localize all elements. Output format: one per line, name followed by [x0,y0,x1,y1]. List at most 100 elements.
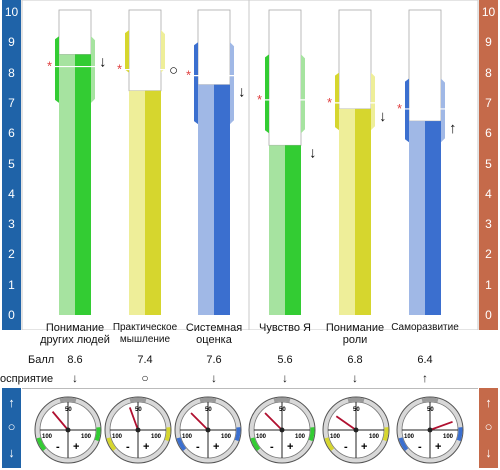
gauge-label-right: 100 [81,434,92,440]
gauge-needle [335,415,357,431]
legend-up-icon-right: ↑ [485,395,492,410]
marker-asterisk: * [257,92,262,107]
perception-indicator: ↓ [282,371,288,385]
marker-asterisk: * [186,68,191,83]
bar-group: *↓ [257,9,317,315]
row-divider [22,388,478,389]
band-left [194,42,198,125]
category-label: Понимание роли [325,322,385,346]
gauge-needle [264,412,283,431]
category-label: Понимание других людей [40,322,110,346]
gauge-hub [135,427,141,433]
bar-empty [338,9,372,110]
tick-label-right: 2 [485,247,492,262]
score-value: 6.4 [417,354,433,366]
tick-label-right: 4 [485,186,492,201]
bar-light [59,54,75,316]
band-left [335,72,339,131]
category-label: Практическое мышление [112,322,178,345]
bar [214,84,230,315]
category-label: Саморазвитие [391,322,459,333]
gauge-hub [353,427,359,433]
bar [75,54,91,316]
tick-label-left: 6 [8,126,15,141]
legend-down-icon-right: ↓ [485,445,492,460]
marker-asterisk: * [397,101,402,116]
gauge-plus: + [287,441,293,453]
tick-label-right: 0 [485,308,492,322]
score-value: 7.6 [206,354,222,366]
perception-row-label: осприятие [0,373,54,385]
plot-frame [21,0,479,330]
tick-label-right: 6 [485,126,492,141]
bar-group: *↓ [47,9,107,316]
gauge-label-top: 50 [135,407,142,413]
tick-label-right: 3 [485,217,492,232]
gauge-minus: - [126,441,130,453]
legend-neutral-icon: ○ [7,419,16,434]
gauge-label-left: 100 [112,434,123,440]
gauge-label-top: 50 [279,407,286,413]
gauge-label-right: 100 [295,434,306,440]
gauge-label-top: 50 [353,407,360,413]
gauge-label-left: 100 [42,434,53,440]
bar-group: *↑ [397,9,457,315]
band-left [55,36,59,103]
tick-label-right: 8 [485,65,492,80]
score-value: 6.8 [347,354,363,366]
bar-empty [128,9,162,92]
gauge-label-left: 100 [182,434,193,440]
gauge-hub [205,427,211,433]
tick-label-right: 7 [485,95,492,110]
bar-empty [197,9,231,86]
gauge-minus: - [418,441,422,453]
left-scale-bar [2,0,21,330]
tick-label-left: 2 [8,247,15,262]
perception-indicator: ↓ [211,371,217,385]
score-value: 5.6 [277,354,293,366]
indicator-icon: ↓ [379,108,387,125]
gauge-minus: - [56,441,60,453]
gauge-hub [65,427,71,433]
gauge-hub [427,427,433,433]
indicator-icon: ↓ [99,53,107,70]
gauge-label-top: 50 [427,407,434,413]
perception-indicator: ↓ [352,371,358,385]
band-right [301,54,305,134]
gauge-minus: - [196,441,200,453]
gauge-label-left: 100 [404,434,415,440]
gauge-label-top: 50 [65,407,72,413]
band-right [441,78,445,143]
tick-label-left: 10 [4,5,19,19]
band-left [125,30,129,73]
bar-light [129,90,145,315]
gauge-plus: + [361,441,367,453]
tick-label-left: 3 [8,217,15,232]
gauge-needle [429,420,453,431]
band-right [91,36,95,103]
bar-chart: * ↓ * ○ *↓ *↓*↓ *↑ [21,0,479,330]
gauge-label-right: 100 [443,434,454,440]
gauge-plus: + [73,441,79,453]
gauge-label-right: 100 [151,434,162,440]
bar [425,121,441,315]
gauge-plus: + [213,441,219,453]
tick-label-left: 5 [8,156,15,171]
tick-label-left: 1 [8,277,15,292]
marker-asterisk: * [327,95,332,110]
indicator-icon: ↓ [309,144,317,161]
gauge-plus: + [143,441,149,453]
bar [355,108,371,316]
category-label: Чувство Я [259,322,311,334]
band-right [230,42,234,125]
tick-label-left: 9 [8,35,15,50]
legend-up-icon: ↑ [8,395,15,410]
bar-light [339,108,355,316]
gauge-label-left: 100 [330,434,341,440]
score-row-label: Балл [28,354,55,366]
